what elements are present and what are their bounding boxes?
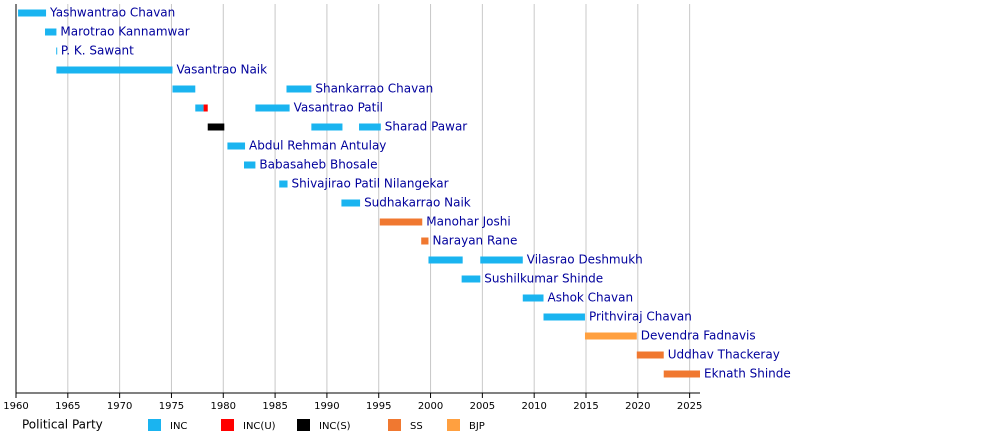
row-label: Vilasrao Deshmukh: [527, 253, 643, 267]
row-label: Sudhakarrao Naik: [364, 196, 471, 210]
legend-swatch: [447, 419, 460, 431]
term-bar: [359, 123, 381, 131]
x-tick-label: 1995: [366, 401, 391, 412]
term-bar: [421, 237, 429, 245]
x-tick-label: 2010: [521, 401, 546, 412]
term-bar: [584, 332, 637, 340]
legend-swatch: [388, 419, 401, 431]
x-tick-label: 2025: [677, 401, 702, 412]
legend-label: SS: [410, 421, 423, 432]
term-bar: [428, 256, 463, 264]
term-bar: [311, 123, 343, 131]
legend-label: INC: [170, 421, 187, 432]
row-label: Yashwantrao Chavan: [49, 6, 175, 20]
row-label: Abdul Rehman Antulay: [249, 139, 386, 153]
x-tick-label: 1970: [107, 401, 132, 412]
legend-swatch: [297, 419, 310, 431]
term-bar: [279, 180, 288, 188]
x-tick-label: 1975: [159, 401, 184, 412]
legend-swatch: [148, 419, 161, 431]
legend-title: Political Party: [22, 418, 103, 432]
legend-label: INC(S): [319, 421, 351, 432]
term-bar: [45, 28, 57, 36]
term-bar: [255, 104, 290, 112]
row-label: Manohar Joshi: [426, 215, 510, 229]
row-label: Ashok Chavan: [548, 291, 634, 305]
x-tick-label: 1965: [55, 401, 80, 412]
row-label: Vasantrao Patil: [294, 101, 383, 115]
term-bar: [543, 313, 585, 321]
term-bar: [227, 142, 246, 150]
term-bar: [244, 161, 256, 169]
term-bar: [461, 275, 481, 283]
row-label: Narayan Rane: [432, 234, 517, 248]
row-label: Vasantrao Naik: [176, 63, 267, 77]
term-bar: [480, 256, 523, 264]
term-bar: [18, 9, 47, 17]
term-bar: [172, 85, 196, 93]
legend-label: BJP: [469, 421, 485, 432]
term-bar: [56, 47, 58, 55]
row-label: Sharad Pawar: [385, 120, 468, 134]
legend-label: INC(U): [243, 421, 276, 432]
x-tick-label: 1985: [262, 401, 287, 412]
x-tick-label: 1980: [211, 401, 236, 412]
term-bar: [203, 104, 208, 112]
x-tick-label: 2015: [573, 401, 598, 412]
row-label: Devendra Fadnavis: [641, 329, 756, 343]
row-label: Eknath Shinde: [704, 367, 791, 381]
term-bar: [286, 85, 312, 93]
x-tick-label: 2005: [470, 401, 495, 412]
term-bar: [379, 218, 423, 226]
row-label: Uddhav Thackeray: [668, 348, 780, 362]
x-tick-label: 2000: [418, 401, 443, 412]
row-label: Prithviraj Chavan: [589, 310, 692, 324]
term-bar: [56, 66, 173, 74]
row-label: Marotrao Kannamwar: [60, 25, 189, 39]
term-bar: [636, 351, 664, 359]
term-bar: [522, 294, 544, 302]
term-bar: [663, 370, 700, 378]
x-tick-label: 2020: [625, 401, 650, 412]
legend-swatch: [221, 419, 234, 431]
row-label: Shivajirao Patil Nilangekar: [292, 177, 449, 191]
term-bar: [207, 123, 225, 131]
row-label: Sushilkumar Shinde: [484, 272, 603, 286]
term-bar: [195, 104, 204, 112]
row-label: P. K. Sawant: [61, 44, 134, 58]
row-label: Babasaheb Bhosale: [259, 158, 377, 172]
term-bar: [341, 199, 361, 207]
x-tick-label: 1960: [3, 401, 28, 412]
x-tick-label: 1990: [314, 401, 339, 412]
row-label: Shankarrao Chavan: [315, 82, 433, 96]
